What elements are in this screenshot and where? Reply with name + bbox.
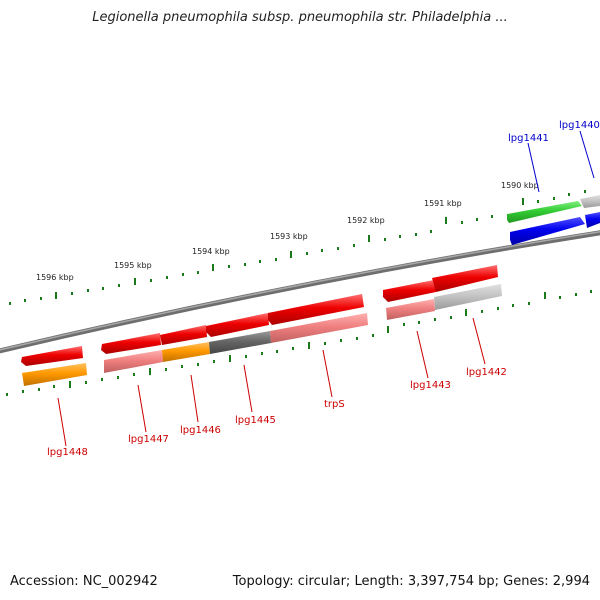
gene-label-lpg1443[interactable]: lpg1443 (410, 380, 451, 391)
gene-lpg1440-arrow[interactable] (580, 195, 600, 208)
leader-lpg1446 (190, 374, 199, 423)
gene-lpg1445-feature[interactable] (209, 331, 271, 354)
genome-summary: Topology: circular; Length: 3,397,754 bp… (232, 574, 590, 589)
scale-ticks-outer (9, 190, 586, 305)
gene-trpS-cds[interactable] (268, 294, 364, 325)
gene-trpS-feature[interactable] (270, 313, 368, 343)
scale-ticks-inner (6, 290, 592, 396)
gene-lpg1440-cds[interactable] (510, 217, 585, 245)
accession-info: Accession: NC_002942 (10, 574, 158, 589)
scale-label-1596: 1596 kbp (36, 273, 74, 282)
leader-lpg1440 (579, 130, 595, 179)
gene-label-trpS[interactable]: trpS (324, 399, 345, 410)
gene-label-lpg1445[interactable]: lpg1445 (235, 415, 276, 426)
scale-label-1590: 1590 kbp (501, 181, 539, 190)
scale-label-1594: 1594 kbp (192, 247, 230, 256)
leader-lpg1448 (57, 397, 67, 447)
gene-lpg1441-cds[interactable] (585, 212, 600, 228)
leader-lpg1441 (527, 142, 540, 193)
scale-label-1592: 1592 kbp (347, 216, 385, 225)
gene-lpg1448-cds[interactable] (21, 346, 83, 366)
map-title: Legionella pneumophila subsp. pneumophil… (92, 10, 508, 25)
gene-label-lpg1440[interactable]: lpg1440 (559, 120, 600, 131)
gene-lpg1447-feature[interactable] (104, 350, 163, 373)
gene-lpg1446-cds[interactable] (160, 325, 207, 345)
topology-value: circular (297, 574, 346, 589)
gene-lpg1447-cds[interactable] (101, 333, 161, 354)
accession-label: Accession: (10, 574, 79, 589)
scale-label-1595: 1595 kbp (114, 261, 152, 270)
gene-label-lpg1448[interactable]: lpg1448 (47, 447, 88, 458)
genes-label: Genes: (503, 574, 549, 589)
gene-lpg1442-feature[interactable] (434, 284, 502, 310)
gene-lpg1443-feature[interactable] (386, 299, 435, 320)
gene-lpg1443-cds[interactable] (383, 280, 436, 302)
gene-label-lpg1446[interactable]: lpg1446 (180, 425, 221, 436)
gene-label-lpg1441[interactable]: lpg1441 (508, 133, 549, 144)
genome-backbone (0, 230, 600, 354)
scale-label-1591: 1591 kbp (424, 199, 462, 208)
topology-label: Topology: (232, 574, 294, 589)
scale-label-1593: 1593 kbp (270, 232, 308, 241)
leader-lpg1442 (472, 317, 486, 365)
gene-lpg1448-feature[interactable] (22, 363, 87, 386)
length-value: 3,397,754 bp (407, 574, 495, 589)
accession-value: NC_002942 (82, 574, 158, 589)
leader-lpg1447 (137, 384, 147, 433)
gene-label-lpg1442[interactable]: lpg1442 (466, 367, 507, 378)
gene-lpg1446-feature[interactable] (162, 342, 210, 362)
gene-lpg1441-arrow[interactable] (507, 201, 582, 223)
genes-value: 2,994 (552, 574, 590, 589)
gene-lpg1442-cds[interactable] (432, 265, 498, 292)
leader-lpg1445 (243, 364, 253, 413)
leader-lpg1443 (416, 330, 429, 379)
gene-lpg1445-cds[interactable] (206, 313, 269, 337)
gene-label-lpg1447[interactable]: lpg1447 (128, 434, 169, 445)
leader-trpS (322, 349, 333, 398)
length-label: Length: (354, 574, 404, 589)
